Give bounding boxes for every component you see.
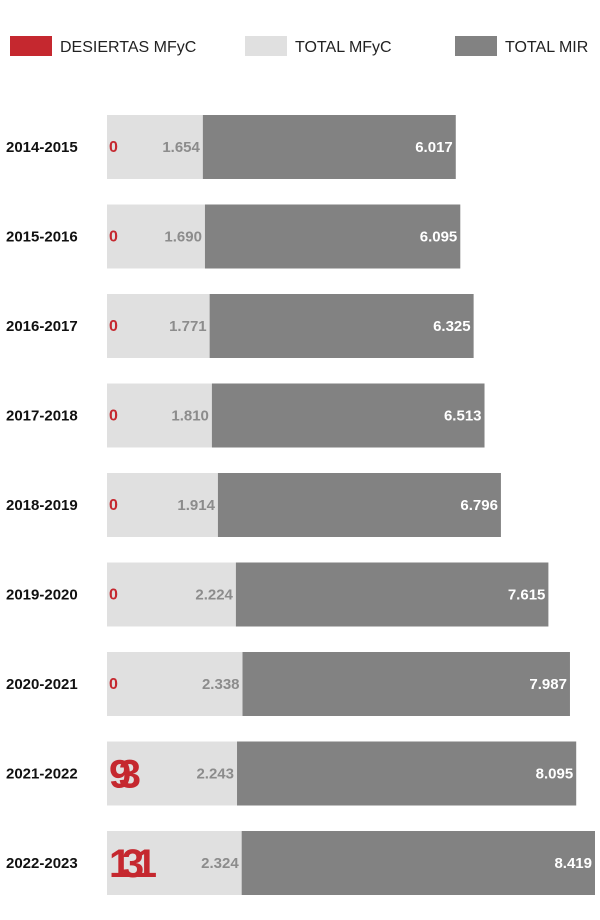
category-label-2017-2018: 2017-2018 xyxy=(6,408,78,425)
label-desiertas-2022-2023: 131 xyxy=(109,842,157,886)
category-label-2019-2020: 2019-2020 xyxy=(6,587,78,604)
category-label-2020-2021: 2020-2021 xyxy=(6,676,78,693)
label-total-mir-2017-2018: 6.513 xyxy=(444,408,482,425)
label-total-mfyc-2016-2017: 1.771 xyxy=(169,318,207,335)
label-total-mfyc-2017-2018: 1.810 xyxy=(171,408,209,425)
category-label-2015-2016: 2015-2016 xyxy=(6,229,78,246)
label-total-mir-2018-2019: 6.796 xyxy=(460,497,498,514)
label-total-mir-2016-2017: 6.325 xyxy=(433,318,471,335)
category-label-2022-2023: 2022-2023 xyxy=(6,855,78,872)
label-desiertas-2018-2019: 0 xyxy=(109,497,118,514)
bar-total-mfyc-2018-2019 xyxy=(107,473,218,537)
category-label-2014-2015: 2014-2015 xyxy=(6,139,78,156)
label-total-mfyc-2015-2016: 1.690 xyxy=(164,229,202,246)
label-desiertas-2019-2020: 0 xyxy=(109,587,118,604)
legend: DESIERTAS MFyC TOTAL MFyC TOTAL MIR xyxy=(10,36,588,56)
label-total-mfyc-2014-2015: 1.654 xyxy=(162,139,200,156)
bar-total-mfyc-2022-2023 xyxy=(107,831,242,895)
legend-label-total-mir: TOTAL MIR xyxy=(505,39,588,56)
legend-swatch-total-mfyc xyxy=(245,36,287,56)
label-desiertas-2021-2022: 93 xyxy=(109,753,141,797)
label-total-mir-2021-2022: 8.095 xyxy=(536,766,574,783)
legend-label-desiertas-mfyc: DESIERTAS MFyC xyxy=(60,39,196,56)
label-total-mfyc-2018-2019: 1.914 xyxy=(177,497,215,514)
label-total-mir-2020-2021: 7.987 xyxy=(529,676,567,693)
label-total-mir-2015-2016: 6.095 xyxy=(420,229,458,246)
label-total-mfyc-2022-2023: 2.324 xyxy=(201,855,239,872)
label-total-mfyc-2021-2022: 2.243 xyxy=(196,766,234,783)
bar-total-mfyc-2016-2017 xyxy=(107,294,210,358)
label-total-mir-2019-2020: 7.615 xyxy=(508,587,546,604)
category-label-2018-2019: 2018-2019 xyxy=(6,497,78,514)
bar-total-mfyc-2021-2022 xyxy=(107,741,238,806)
bar-total-mfyc-2017-2018 xyxy=(107,383,212,448)
label-total-mir-2022-2023: 8.419 xyxy=(554,855,592,872)
bar-total-mfyc-2015-2016 xyxy=(107,204,205,269)
label-desiertas-2020-2021: 0 xyxy=(109,676,118,693)
bar-total-mfyc-2019-2020 xyxy=(107,562,236,627)
category-label-2016-2017: 2016-2017 xyxy=(6,318,78,335)
label-desiertas-2015-2016: 0 xyxy=(109,229,118,246)
bar-total-mfyc-2020-2021 xyxy=(107,652,243,716)
legend-label-total-mfyc: TOTAL MFyC xyxy=(295,39,392,56)
legend-swatch-total-mir xyxy=(455,36,497,56)
label-total-mir-2014-2015: 6.017 xyxy=(415,139,453,156)
label-desiertas-2014-2015: 0 xyxy=(109,139,118,156)
label-desiertas-2016-2017: 0 xyxy=(109,318,118,335)
bars-area: 2014-2015 0 1.654 6.017 2015-2016 0 1.690 6.095… xyxy=(6,115,595,895)
label-total-mfyc-2019-2020: 2.224 xyxy=(195,587,233,604)
category-label-2021-2022: 2021-2022 xyxy=(6,766,78,783)
label-desiertas-2017-2018: 0 xyxy=(109,408,118,425)
label-total-mfyc-2020-2021: 2.338 xyxy=(202,676,240,693)
legend-swatch-desiertas-mfyc xyxy=(10,36,52,56)
bar-total-mfyc-2014-2015 xyxy=(107,115,203,179)
